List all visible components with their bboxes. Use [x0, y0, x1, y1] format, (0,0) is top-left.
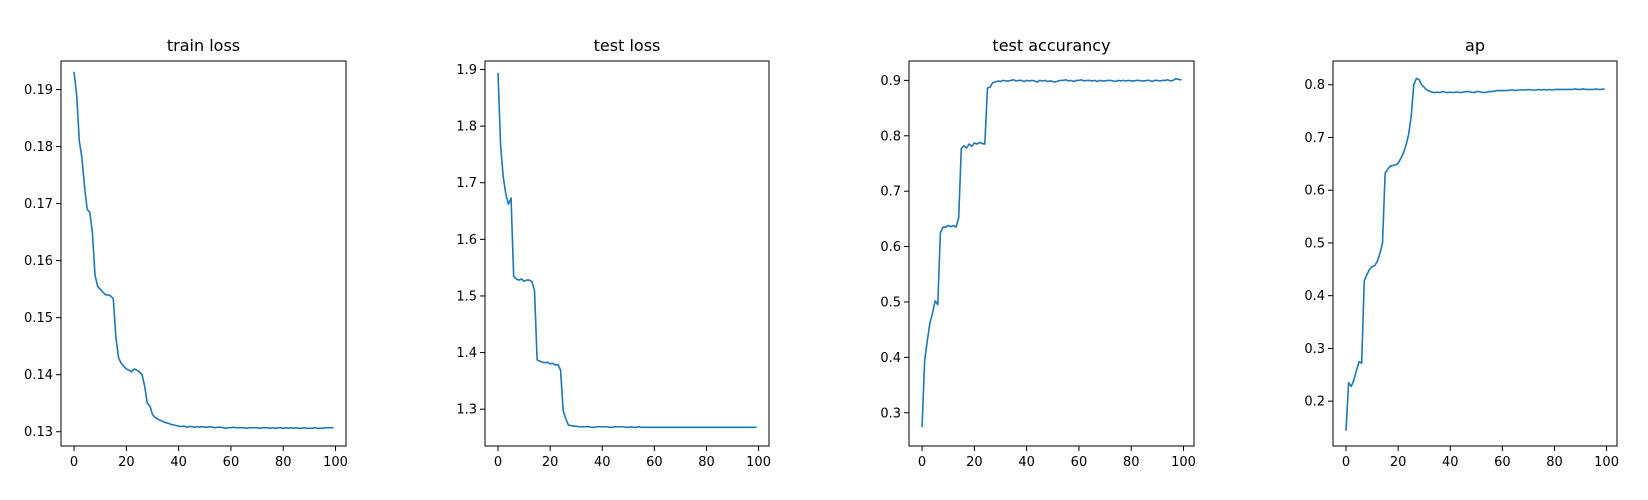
- x-tick-label: 60: [1494, 455, 1511, 470]
- x-tick-label: 100: [746, 455, 771, 470]
- y-tick-label: 0.6: [1304, 184, 1325, 199]
- x-tick-label: 80: [275, 455, 292, 470]
- y-tick-label: 0.7: [1304, 131, 1325, 146]
- x-tick-label: 60: [646, 455, 663, 470]
- y-tick-label: 0.8: [880, 129, 901, 144]
- chart-panel: train loss 0 20 40 60 80 100 0.13 0.14 0.15 0.16 0.…: [24, 36, 348, 470]
- y-tick-label: 0.4: [880, 351, 901, 366]
- y-tick-label: 0.17: [24, 197, 53, 212]
- x-tick-label: 0: [494, 455, 502, 470]
- x-tick-label: 40: [594, 455, 611, 470]
- x-tick-label: 80: [1546, 455, 1563, 470]
- y-tick-label: 0.7: [880, 185, 901, 200]
- chart-panel: ap 0 20 40 60 80 100 0.2 0.3 0.4 0.5 0.6 0.7 0.8: [1304, 36, 1619, 470]
- plot-frame: [484, 60, 770, 447]
- x-tick-label: 0: [918, 455, 926, 470]
- series-line: [497, 72, 757, 429]
- x-tick-label: 20: [118, 455, 135, 470]
- x-tick-label: 40: [1442, 455, 1459, 470]
- y-tick-label: 0.18: [24, 140, 53, 155]
- y-tick-label: 0.19: [24, 83, 53, 98]
- x-tick-label: 100: [1171, 455, 1196, 470]
- chart-panel: test accurancy 0 20 40 60 80 100 0.3 0.4 0.5 0.6 0.…: [880, 36, 1196, 470]
- y-tick-label: 0.3: [1304, 342, 1325, 357]
- x-tick-label: 60: [1071, 455, 1088, 470]
- plot-frame: [60, 60, 347, 447]
- x-tick-label: 20: [966, 455, 983, 470]
- y-tick-label: 0.3: [880, 406, 901, 421]
- y-tick-label: 1.7: [456, 176, 477, 191]
- x-tick-label: 40: [1018, 455, 1035, 470]
- x-tick-label: 60: [223, 455, 240, 470]
- x-tick-label: 80: [698, 455, 715, 470]
- series-line: [1345, 77, 1605, 431]
- y-tick-label: 0.8: [1304, 78, 1325, 93]
- x-tick-label: 20: [1390, 455, 1407, 470]
- chart-title: ap: [1465, 36, 1485, 55]
- series-line: [921, 77, 1182, 428]
- y-tick-label: 0.9: [880, 74, 901, 89]
- y-tick-label: 0.14: [24, 368, 53, 383]
- y-tick-label: 1.4: [456, 346, 477, 361]
- y-tick-label: 0.5: [1304, 236, 1325, 251]
- y-tick-label: 0.2: [1304, 395, 1325, 410]
- series-line: [73, 71, 334, 430]
- y-tick-label: 0.13: [24, 425, 53, 440]
- y-tick-label: 1.3: [456, 403, 477, 418]
- y-tick-label: 0.16: [24, 254, 53, 269]
- y-tick-label: 1.9: [456, 63, 477, 78]
- x-tick-label: 0: [70, 455, 78, 470]
- plot-frame: [908, 60, 1195, 447]
- chart-title: test accurancy: [992, 36, 1110, 55]
- plot-frame: [1332, 60, 1618, 447]
- y-tick-label: 0.5: [880, 295, 901, 310]
- x-tick-label: 0: [1342, 455, 1350, 470]
- x-tick-label: 20: [542, 455, 559, 470]
- chart-title: train loss: [167, 36, 240, 55]
- y-tick-label: 0.4: [1304, 289, 1325, 304]
- chart-title: test loss: [594, 36, 661, 55]
- y-tick-label: 0.6: [880, 240, 901, 255]
- x-tick-label: 40: [170, 455, 187, 470]
- x-tick-label: 100: [323, 455, 348, 470]
- y-tick-label: 1.6: [456, 233, 477, 248]
- y-tick-label: 1.8: [456, 120, 477, 135]
- y-tick-label: 1.5: [456, 289, 477, 304]
- x-tick-label: 80: [1123, 455, 1140, 470]
- x-tick-label: 100: [1594, 455, 1619, 470]
- chart-panel: test loss 0 20 40 60 80 100 1.3 1.4 1.5 1.6 1.7 1.8 1…: [456, 36, 771, 470]
- y-tick-label: 0.15: [24, 311, 53, 326]
